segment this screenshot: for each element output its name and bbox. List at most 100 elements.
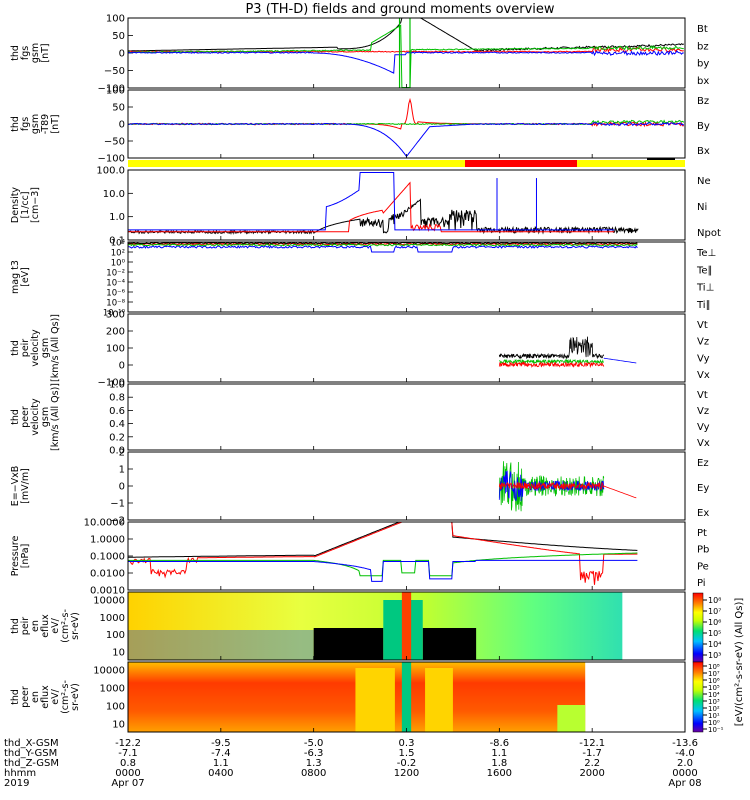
panel-peer_vel: 1.0 0.8 0.6 0.4 0.2 0.0 thd peer velocity gsm [km/… <box>10 380 710 457</box>
ylabel-line-peir_vel-1: peir <box>20 339 31 358</box>
cb-tick-label-1: 10⁷ <box>708 607 721 616</box>
ylabel-line-fgs_dc-3: -T89 <box>40 114 51 134</box>
ylabel-line-peir_vel-2: velocity <box>30 329 41 367</box>
ytick-label-peir_en-0: 10000 <box>93 596 125 607</box>
ytick-label-fgs-4: −100 <box>98 84 125 95</box>
spectrogram-peer-yellow-2 <box>425 668 453 732</box>
legend-peer_vel-Vx: Vx <box>697 438 710 449</box>
spectrogram-peer-cusp <box>401 662 412 732</box>
ylabel-line-peir_vel-3: gsm <box>40 338 51 358</box>
ylabel-line-peir_en-6: sr-eV) <box>70 612 81 640</box>
xaxis-value-2-3: -0.2 <box>397 758 417 769</box>
xaxis-value-3-5: 2000 <box>579 768 604 779</box>
ytick-label-peer_vel-2: 0.6 <box>109 406 125 417</box>
legend-pressure-Pi: Pi <box>697 578 706 589</box>
legend-efield-Ez: Ez <box>697 458 709 469</box>
trace-bz <box>127 46 684 53</box>
xaxis-value-0-0: -12.2 <box>115 738 141 749</box>
cb-tick-label-0: 10⁸ <box>708 596 721 605</box>
xaxis-value-4-6: Apr 08 <box>668 778 701 789</box>
trace-Bx <box>127 121 685 158</box>
ylabel-line-peer_vel-4: [km/s (All Qs)] <box>50 383 61 451</box>
ylabel-line-fgs-1: fgs <box>20 46 31 60</box>
chart-title: P3 (TH-D) fields and ground moments over… <box>245 2 554 17</box>
trace-Ti-perp <box>128 245 638 253</box>
trace-by <box>127 24 684 88</box>
legend-pressure-Pb: Pb <box>697 545 709 556</box>
panel-peir_vel: 300 200 100 0 −100 thd peir velocity gsm [km/s (A… <box>10 310 710 389</box>
ylabel-line-peer_en-6: sr-eV) <box>70 683 81 711</box>
trace-peir-Vx <box>603 357 637 364</box>
ylabel-peer_vel: thd peer velocity gsm [km/s (All Qs)] <box>10 383 61 451</box>
xaxis-value-1-1: -7.4 <box>211 748 231 759</box>
ylabel-line-peir_en-5: (cm²-s- <box>60 609 71 643</box>
legend-temp-Te⊥: Te⊥ <box>696 248 716 259</box>
legend-peir_vel-Vx: Vx <box>697 370 710 381</box>
xaxis-value-1-3: 1.5 <box>399 748 415 759</box>
ytick-label-temp-0: 10⁴ <box>111 239 126 249</box>
cb-tick-label-5: 10³ <box>708 651 721 660</box>
xaxis-value-3-6: 0000 <box>672 768 697 779</box>
ytick-label-pressure-4: 0.0010 <box>90 586 125 597</box>
ytick-label-fgs-3: −50 <box>104 66 125 77</box>
ylabel-line-density-2: [cm−3] <box>30 187 41 223</box>
trace-Ni <box>127 198 639 235</box>
xaxis-value-0-5: -12.1 <box>579 738 605 749</box>
legend-density-Ne: Ne <box>697 176 711 187</box>
legend-peer_vel-Vy: Vy <box>697 422 710 433</box>
ylabel-fgs: thd fgs gsm [nT] <box>10 43 51 63</box>
ytick-label-fgs-2: 0 <box>119 49 125 60</box>
legend-efield-Ey: Ey <box>697 483 709 494</box>
ytick-label-peir_vel-2: 100 <box>106 344 125 355</box>
ylabel-line-peer_en-1: peer <box>20 686 31 708</box>
ytick-label-pressure-2: 0.1000 <box>90 552 125 563</box>
xaxis-value-3-3: 1200 <box>394 768 419 779</box>
ytick-label-peer_vel-0: 1.0 <box>109 380 125 391</box>
mode-status-bar <box>128 158 685 167</box>
ylabel-line-peer_en-0: thd <box>10 689 21 705</box>
trace-Pt <box>127 521 638 558</box>
colorbar-label: [eV/(cm²-s-sr-eV) (All Qs)] <box>734 598 745 727</box>
panel-density: 100.0 10.0 1.0 0.1 Density [1/cc] [cm−3] Ne Ni Np… <box>10 166 721 247</box>
ylabel-line-temp-1: [eV] <box>20 267 31 287</box>
ytick-label-temp-6: 10⁻⁸ <box>106 299 125 309</box>
ytick-label-peir_vel-4: −100 <box>98 378 125 389</box>
ytick-label-density-1: 10.0 <box>103 189 125 200</box>
ylabel-line-peir_vel-0: thd <box>10 340 21 356</box>
ytick-label-peer_en-2: 100 <box>106 702 125 713</box>
legend-peer_vel-Vt: Vt <box>697 390 708 401</box>
legend-density-Npot: Npot <box>697 228 721 239</box>
xaxis-row-label-2: thd_Z-GSM <box>4 758 59 769</box>
ytick-label-efield-4: −2 <box>110 516 125 527</box>
xaxis-value-3-1: 0400 <box>208 768 233 779</box>
xaxis-value-2-0: 0.8 <box>120 758 136 769</box>
cb-tick-label-2: 10⁶ <box>708 618 721 627</box>
ytick-label-peir_vel-0: 300 <box>106 310 125 321</box>
ytick-label-pressure-1: 1.0000 <box>90 535 125 546</box>
ytick-label-efield-1: 1 <box>119 465 125 476</box>
xaxis-value-1-6: -4.0 <box>675 748 695 759</box>
xaxis-value-2-1: 1.1 <box>213 758 229 769</box>
ylabel-pressure: Pressure [nPa] <box>10 536 31 577</box>
legend-fgs-bx: bx <box>697 76 709 87</box>
ytick-label-temp-5: 10⁻⁶ <box>106 289 125 299</box>
trace-Pb <box>127 521 638 585</box>
spectrogram-peer-green <box>557 705 586 732</box>
xaxis-value-0-1: -9.5 <box>211 738 231 749</box>
cb2-tick-label-8: 10⁰ <box>708 719 720 727</box>
trace-Pi <box>128 559 638 582</box>
ytick-label-fgs-0: 100 <box>106 14 125 25</box>
legend-pressure-Pe: Pe <box>697 561 709 572</box>
xaxis-value-0-4: -8.6 <box>490 738 510 749</box>
ylabel-line-fgs-3: [nT] <box>40 43 51 62</box>
ytick-label-density-0: 100.0 <box>96 166 125 177</box>
ytick-label-fgs_dc-1: 50 <box>112 103 125 114</box>
cb2-tick-label-9: 10⁻¹ <box>708 726 724 734</box>
xaxis-value-0-6: -13.6 <box>672 738 698 749</box>
ytick-label-density-2: 1.0 <box>109 212 125 223</box>
xaxis-row-label-0: thd_X-GSM <box>4 738 59 749</box>
legend-fgs_dc-By: By <box>697 121 710 132</box>
xaxis-value-3-0: 0000 <box>115 768 140 779</box>
ytick-label-fgs_dc-4: −100 <box>98 154 125 165</box>
